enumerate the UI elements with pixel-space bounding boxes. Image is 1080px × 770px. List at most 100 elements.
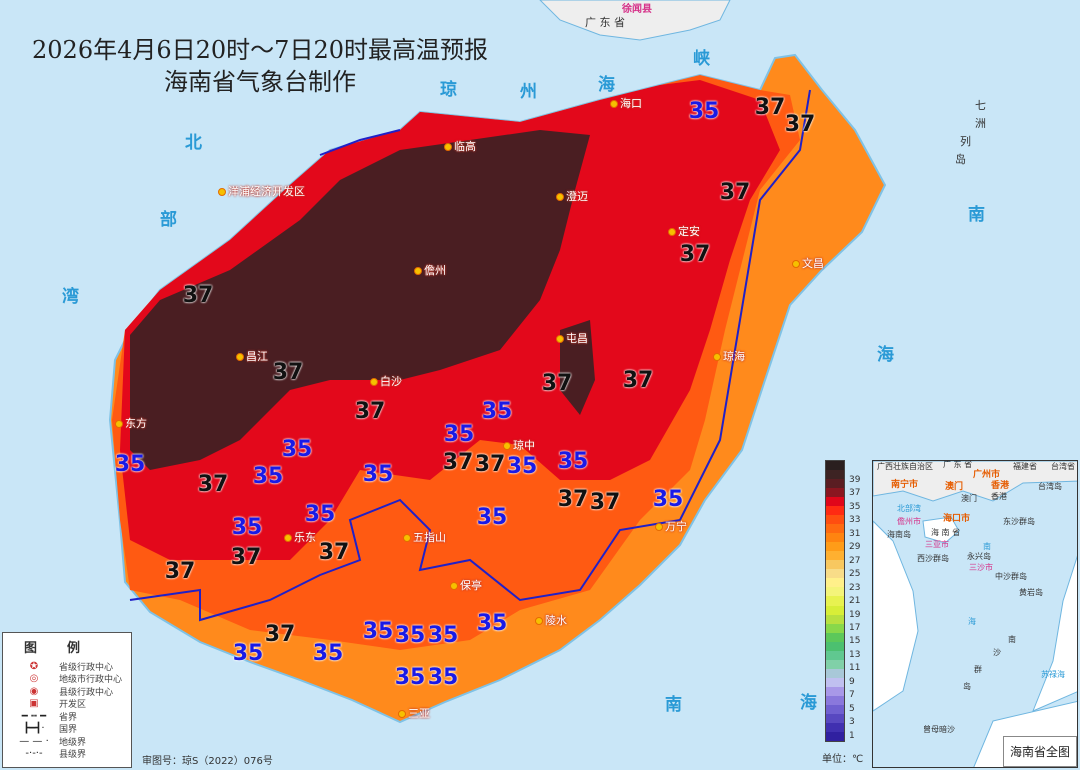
isotherm-35-north: [319, 129, 401, 156]
isotherm-label-37: 37: [679, 242, 711, 267]
inset-city-label: 澳门: [945, 482, 964, 492]
color-swatch: [826, 515, 844, 525]
color-swatch: [826, 722, 844, 732]
city-label: 保亭: [450, 577, 482, 593]
inset-label: 沙: [993, 648, 1001, 657]
scale-tick: 25: [849, 569, 861, 580]
scale-tick: 39: [849, 475, 861, 485]
color-swatch: [826, 632, 844, 642]
islands-label: 七: [975, 99, 986, 112]
prefecture-boundary-line: — — ·: [19, 735, 49, 747]
isotherm-label-37: 37: [622, 368, 654, 393]
color-swatch: [826, 650, 844, 660]
color-swatch: [826, 560, 844, 570]
scale-tick: 33: [849, 515, 861, 526]
color-swatch: [826, 713, 844, 723]
legend-label: 省界: [59, 712, 78, 723]
sea-label-gulf: 北: [185, 133, 202, 153]
isotherm-label-35: 35: [557, 449, 589, 474]
map-title: 2026年4月6日20时～7日20时最高温预报: [32, 36, 488, 64]
city-label: 昌江: [236, 348, 268, 364]
isotherm-label-37: 37: [541, 371, 573, 396]
inset-label: 苏禄海: [1041, 670, 1065, 679]
color-swatch: [826, 686, 844, 696]
city-label: 洋浦经济开发区: [218, 183, 305, 199]
zone-39-dark: [130, 130, 590, 470]
isotherm-label-35: 35: [427, 623, 459, 648]
sea-label-strait: 峡: [693, 49, 710, 69]
scale-tick: 11: [849, 663, 861, 674]
inset-label: 澳门: [961, 494, 977, 503]
city-label: 临高: [444, 138, 476, 154]
isotherm-label-35: 35: [394, 665, 426, 690]
national-boundary-line: ┣━┫·: [23, 723, 45, 735]
isotherm-label-37: 37: [354, 399, 386, 424]
color-swatch: [826, 524, 844, 534]
isotherm-label-35: 35: [252, 464, 284, 489]
color-swatch: [826, 596, 844, 606]
city-label: 琼中: [503, 437, 535, 453]
city-label: 乐东: [284, 529, 316, 545]
color-swatch: [826, 677, 844, 687]
inset-city-label: 海口市: [943, 514, 971, 524]
isotherm-label-37: 37: [182, 283, 214, 308]
color-swatch: [826, 488, 844, 498]
color-scale: [825, 460, 845, 742]
color-swatch: [826, 668, 844, 678]
inset-city-label: 三沙市: [969, 563, 993, 572]
isotherm-label-35: 35: [506, 454, 538, 479]
isotherm-label-37: 37: [784, 112, 816, 137]
inset-label: 北部湾: [897, 504, 921, 513]
scale-tick: 21: [849, 596, 861, 607]
islands-label: 洲: [975, 117, 986, 130]
color-swatch: [826, 479, 844, 489]
legend-label: 国界: [59, 725, 78, 736]
color-swatch: [826, 623, 844, 633]
map-producer: 海南省气象台制作: [164, 68, 356, 96]
legend-item: ◉ 县级行政中心: [9, 685, 125, 698]
isotherm-label-37: 37: [197, 472, 229, 497]
legend-label: 地级界: [59, 737, 87, 748]
inset-city-label: 三亚市: [925, 540, 949, 549]
inset-label: 中沙群岛: [995, 572, 1027, 581]
scale-tick: 37: [849, 488, 861, 499]
sea-label-strait: 州: [520, 82, 537, 102]
scale-tick: 17: [849, 622, 861, 633]
city-label: 澄迈: [556, 188, 588, 204]
color-swatch: [826, 578, 844, 588]
city-label: 屯昌: [556, 330, 588, 346]
color-swatch: [826, 587, 844, 597]
isotherm-label-37: 37: [272, 360, 304, 385]
city-label: 万宁: [655, 518, 687, 534]
prefecture-center-icon: ◎: [29, 673, 39, 685]
inset-label: 海 南 省: [931, 528, 961, 537]
inset-label: 福建省: [1013, 462, 1037, 471]
legend-label: 省级行政中心: [59, 662, 114, 673]
isotherm-label-35: 35: [232, 641, 264, 666]
isotherm-label-35: 35: [688, 99, 720, 124]
city-label: 定安: [668, 223, 700, 239]
isotherm-label-37: 37: [719, 180, 751, 205]
legend-item: ┣━┫· 国界: [9, 723, 125, 736]
color-swatch: [826, 569, 844, 579]
legend-label: 开发区: [59, 700, 87, 711]
islands-label: 岛: [955, 153, 966, 166]
isotherm-label-37: 37: [754, 95, 786, 120]
scale-tick: 15: [849, 636, 861, 647]
development-zone-icon: ▣: [29, 698, 39, 710]
inset-land: [873, 461, 1077, 767]
city-label: 五指山: [403, 529, 446, 545]
color-swatch: [826, 641, 844, 651]
city-label: 文昌: [792, 255, 824, 271]
legend: 图例 ✪ 省级行政中心 ◎ 地级市行政中心 ◉ 县级行政中心 ▣ 开发区 ━ ┅ ━ 省界 ┣━┫·…: [2, 632, 132, 768]
county-center-icon: ◉: [29, 685, 39, 697]
scale-tick: 3: [849, 717, 855, 728]
inset-label: 海: [968, 617, 976, 626]
legend-item: ▣ 开发区: [9, 698, 125, 711]
isotherm-label-37: 37: [557, 487, 589, 512]
isotherm-label-35: 35: [476, 505, 508, 530]
scale-tick: 31: [849, 528, 861, 539]
color-scale-ticks: 39 37 35 33 31 29 27 25 23 21 19 17 15 13 11 9 7 5 3 1: [849, 474, 860, 743]
mainland-guangdong: [539, 0, 731, 41]
city-label: 三亚: [398, 705, 430, 721]
